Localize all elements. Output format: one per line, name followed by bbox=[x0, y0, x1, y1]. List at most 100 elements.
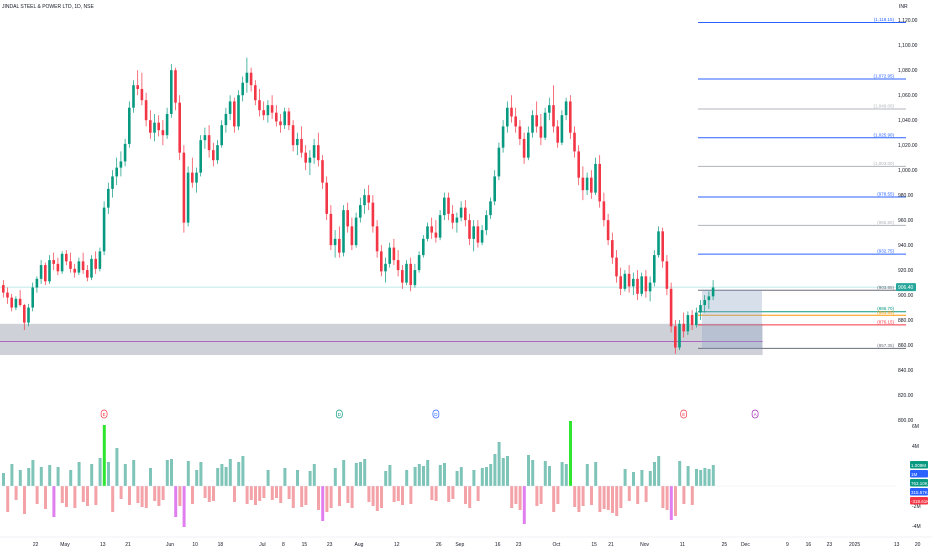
candle-body bbox=[543, 112, 547, 138]
price-tick-label: 1,060.00 bbox=[898, 93, 918, 99]
price-tick-label: 1,020.00 bbox=[898, 143, 918, 149]
time-tick-label: 11 bbox=[680, 542, 685, 548]
volume-bar bbox=[380, 486, 383, 508]
candle-body bbox=[707, 296, 711, 301]
candle-body bbox=[480, 230, 484, 243]
time-tick-label: Dec bbox=[741, 542, 750, 548]
event-marker bbox=[100, 409, 108, 419]
volume-bar bbox=[144, 486, 148, 508]
candle-body bbox=[149, 120, 152, 133]
volume-bar bbox=[384, 471, 388, 486]
candle-body bbox=[674, 326, 677, 348]
event-marker-letter: D bbox=[338, 412, 342, 417]
candle-body bbox=[522, 138, 526, 158]
volume-badge-text: 1.009M bbox=[911, 463, 926, 468]
volume-bar bbox=[653, 462, 656, 486]
volume-badge-text: 1M bbox=[911, 472, 918, 477]
candle-body bbox=[10, 297, 13, 308]
volume-bar bbox=[686, 466, 690, 486]
volume-bar bbox=[405, 470, 409, 486]
candle-body bbox=[506, 107, 509, 127]
price-tick-label: 920.00 bbox=[898, 268, 914, 274]
volume-bar bbox=[707, 469, 711, 486]
candle-body bbox=[472, 226, 475, 239]
candle-body bbox=[363, 195, 366, 206]
candle-body bbox=[308, 157, 312, 163]
candle-body bbox=[161, 130, 165, 136]
time-tick-label: 13 bbox=[894, 542, 900, 548]
candle-body bbox=[123, 143, 127, 162]
volume-bar bbox=[480, 468, 484, 486]
candle-body bbox=[657, 231, 660, 256]
volume-bar bbox=[388, 465, 392, 486]
volume-bar bbox=[682, 486, 686, 504]
symbol-title: JINDAL STEEL & POWER LTD, 1D, NSE bbox=[2, 4, 94, 10]
candle-body bbox=[581, 177, 585, 191]
candle-body bbox=[392, 247, 396, 261]
price-tick-label: 980.00 bbox=[898, 193, 914, 199]
candle-body bbox=[531, 115, 534, 133]
candle-body bbox=[703, 300, 706, 306]
volume-bar bbox=[224, 467, 228, 486]
volume-bar bbox=[6, 486, 10, 512]
price-tick-label: 800.00 bbox=[898, 418, 914, 424]
time-tick-label: 8 bbox=[282, 542, 285, 548]
volume-bar bbox=[161, 486, 165, 500]
fib-level-label: (857.35) bbox=[877, 343, 894, 348]
candle-body bbox=[69, 261, 72, 269]
candle-body bbox=[632, 278, 635, 287]
volume-bar bbox=[86, 486, 89, 506]
candle-body bbox=[594, 163, 597, 193]
price-tick-label: 1,000.00 bbox=[898, 168, 918, 174]
volume-bar bbox=[48, 465, 52, 486]
candle-body bbox=[77, 261, 81, 273]
candle-body bbox=[165, 113, 169, 136]
volume-bar bbox=[367, 486, 371, 502]
volume-bar bbox=[396, 486, 400, 501]
candle-body bbox=[493, 176, 496, 202]
volume-bar bbox=[417, 464, 421, 486]
volume-bar bbox=[199, 462, 203, 486]
candle-body bbox=[207, 135, 211, 151]
candle-body bbox=[451, 213, 454, 223]
volume-bar bbox=[312, 464, 316, 486]
fib-level-label: (1,072.95) bbox=[873, 74, 894, 79]
volume-bar bbox=[426, 460, 430, 486]
candle-body bbox=[98, 251, 102, 269]
volume-bar bbox=[443, 463, 446, 486]
candle-body bbox=[2, 285, 5, 293]
candle-body bbox=[606, 220, 610, 241]
volume-bar bbox=[270, 486, 274, 500]
volume-bar bbox=[178, 486, 182, 506]
candle-body bbox=[648, 282, 652, 292]
volume-badge bbox=[910, 497, 928, 505]
volume-bar bbox=[636, 486, 640, 504]
volume-bar bbox=[539, 486, 543, 504]
candle-body bbox=[119, 161, 123, 168]
volume-badge bbox=[910, 470, 928, 478]
volume-bar bbox=[132, 460, 136, 486]
volume-bar bbox=[98, 458, 102, 486]
volume-bar bbox=[695, 469, 698, 486]
candle-body bbox=[107, 188, 110, 208]
candle-body bbox=[510, 107, 513, 117]
time-tick-label: 25 bbox=[722, 542, 728, 548]
volume-bar bbox=[699, 470, 703, 486]
candle-body bbox=[497, 147, 501, 177]
candle-body bbox=[413, 270, 417, 286]
volume-bar bbox=[678, 461, 682, 486]
volume-bar bbox=[632, 472, 635, 486]
candle-body bbox=[14, 298, 18, 308]
volume-bar bbox=[81, 486, 85, 502]
time-tick-label: 2025 bbox=[849, 542, 860, 548]
candle-body bbox=[275, 112, 278, 122]
candle-body bbox=[111, 176, 114, 189]
volume-bar bbox=[333, 468, 337, 486]
candle-body bbox=[661, 231, 664, 262]
candle-body bbox=[695, 312, 698, 326]
volume-bar bbox=[2, 473, 5, 486]
volume-bar bbox=[455, 471, 459, 486]
event-marker bbox=[751, 409, 759, 419]
volume-bar bbox=[560, 462, 564, 486]
